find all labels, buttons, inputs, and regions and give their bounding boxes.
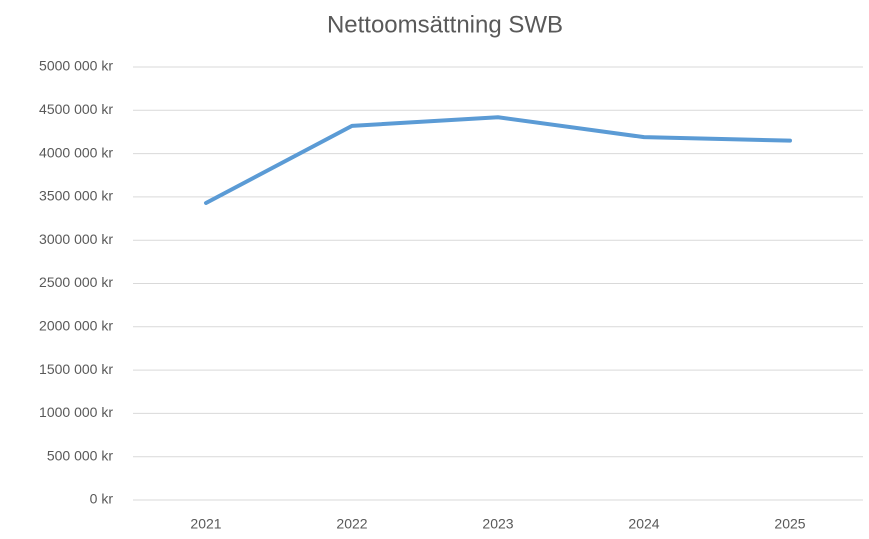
chart-title: Nettoomsättning SWB	[327, 11, 563, 38]
x-tick-label: 2025	[774, 516, 805, 532]
y-tick-label: 1000 000 kr	[39, 404, 113, 420]
y-tick-label: 0 kr	[90, 491, 114, 507]
x-tick-label: 2022	[336, 516, 367, 532]
x-tick-label: 2021	[190, 516, 221, 532]
y-tick-label: 2000 000 kr	[39, 318, 113, 334]
y-tick-label: 4500 000 kr	[39, 101, 113, 117]
y-tick-label: 2500 000 kr	[39, 274, 113, 290]
y-tick-label: 4000 000 kr	[39, 144, 113, 160]
y-tick-label: 500 000 kr	[47, 447, 113, 463]
y-tick-label: 3000 000 kr	[39, 231, 113, 247]
x-tick-label: 2024	[628, 516, 659, 532]
y-tick-label: 3500 000 kr	[39, 188, 113, 204]
y-tick-label: 1500 000 kr	[39, 361, 113, 377]
y-tick-label: 5000 000 kr	[39, 58, 113, 74]
x-tick-label: 2023	[482, 516, 513, 532]
line-series	[204, 115, 792, 205]
